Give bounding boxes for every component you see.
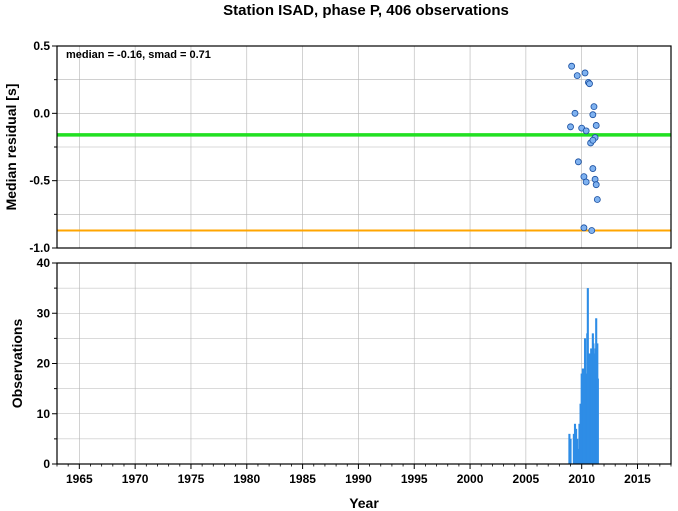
residual-point-14 (589, 136, 597, 144)
observations-y-ticks: 0 10 20 30 40 (37, 256, 57, 471)
observation-bar-6 (577, 448, 580, 464)
observation-bar-22 (590, 373, 593, 464)
observation-bar-5 (576, 438, 579, 464)
observations-bars (568, 288, 599, 464)
residual-grid (57, 46, 671, 248)
residual-y-label: Median residual [s] (3, 84, 19, 211)
x-axis-ticks: 1965 1970 1975 1980 1985 1990 1995 2000 2005 2010… (56, 464, 672, 486)
residual-y-tick-label-2: -0.5 (29, 174, 50, 188)
residual-point-8 (567, 123, 574, 131)
x-tick-label-9: 2010 (568, 472, 595, 486)
residual-point-18 (582, 178, 590, 186)
residual-point-16 (589, 165, 597, 172)
observations-grid (57, 263, 671, 464)
observation-bar-12 (582, 368, 585, 464)
residual-annotation: median = -0.16, smad = 0.71 (66, 49, 211, 61)
residual-reference-lines (57, 133, 671, 232)
observations-y-tick-label-2: 20 (37, 357, 51, 371)
observations-y-tick-label-1: 10 (37, 407, 51, 421)
residual-point-2 (581, 69, 589, 77)
residual-y-tick-label-0: 0.5 (33, 39, 50, 53)
residual-point-19 (591, 175, 599, 183)
x-tick-label-0: 1965 (66, 472, 93, 486)
x-tick-label-1: 1970 (122, 472, 149, 486)
x-axis-label: Year (349, 495, 379, 511)
observation-bar-3 (573, 423, 577, 464)
residual-point-11 (592, 122, 600, 129)
observations-y-tick-label-0: 0 (43, 457, 50, 471)
observation-bar-4 (575, 428, 578, 464)
observation-bar-32 (596, 378, 599, 464)
x-tick-label-8: 2005 (513, 472, 540, 486)
observation-bar-7 (578, 423, 581, 464)
x-tick-label-10: 2015 (624, 472, 651, 486)
residual-point-0 (568, 62, 576, 70)
residual-point-22 (580, 224, 588, 232)
residual-panel: 0.5 0.0 -0.5 -1.0 median = -0.16, smad = 0.… (3, 39, 672, 255)
residual-point-23 (588, 227, 596, 234)
residual-point-4 (586, 80, 593, 88)
residual-y-ticks: 0.5 0.0 -0.5 -1.0 (29, 39, 57, 255)
observations-y-label: Observations (9, 319, 25, 409)
x-tick-label-3: 1980 (233, 472, 260, 486)
observations-y-tick-label-4: 40 (37, 256, 51, 270)
observation-bar-9 (580, 373, 583, 464)
observation-bar-2 (572, 433, 575, 464)
observations-panel: 0 10 20 30 40 1965 1970 1975 1980 1985 1990 1995 20… (9, 256, 672, 511)
x-tick-label-2: 1975 (178, 472, 205, 486)
chart-title: Station ISAD, phase P, 406 observations (223, 2, 509, 19)
residual-point-21 (593, 196, 601, 203)
observations-y-tick-label-3: 30 (37, 306, 51, 320)
x-tick-label-5: 1990 (345, 472, 372, 486)
residual-point-5 (590, 103, 598, 110)
observation-bar-8 (579, 403, 582, 464)
x-tick-label-4: 1985 (289, 472, 316, 486)
observation-bar-0 (568, 433, 571, 464)
residual-point-1 (573, 72, 581, 80)
residual-points (567, 62, 601, 234)
residual-y-tick-label-3: -1.0 (29, 241, 50, 255)
residual-y-tick-label-1: 0.0 (33, 106, 50, 120)
residual-point-6 (571, 109, 579, 117)
residual-point-7 (589, 111, 597, 119)
observation-bar-14 (585, 373, 588, 464)
observation-bar-17 (587, 363, 590, 464)
x-tick-label-6: 1995 (401, 472, 428, 486)
observation-bar-1 (569, 438, 572, 464)
residual-point-20 (592, 181, 600, 189)
x-tick-label-7: 2000 (457, 472, 484, 486)
observation-bar-13 (583, 338, 587, 464)
residual-point-15 (574, 158, 582, 166)
residual-point-10 (582, 127, 590, 135)
